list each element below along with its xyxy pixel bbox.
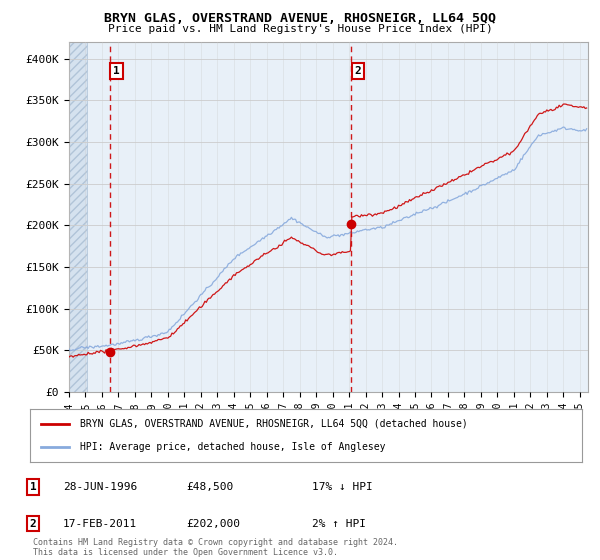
- Text: Contains HM Land Registry data © Crown copyright and database right 2024.
This d: Contains HM Land Registry data © Crown c…: [33, 538, 398, 557]
- Text: BRYN GLAS, OVERSTRAND AVENUE, RHOSNEIGR, LL64 5QQ (detached house): BRYN GLAS, OVERSTRAND AVENUE, RHOSNEIGR,…: [80, 419, 467, 429]
- Text: Price paid vs. HM Land Registry's House Price Index (HPI): Price paid vs. HM Land Registry's House …: [107, 24, 493, 34]
- Text: BRYN GLAS, OVERSTRAND AVENUE, RHOSNEIGR, LL64 5QQ: BRYN GLAS, OVERSTRAND AVENUE, RHOSNEIGR,…: [104, 12, 496, 25]
- Text: 1: 1: [29, 482, 37, 492]
- Text: £202,000: £202,000: [186, 519, 240, 529]
- Text: £48,500: £48,500: [186, 482, 233, 492]
- Text: 2% ↑ HPI: 2% ↑ HPI: [312, 519, 366, 529]
- Text: 1: 1: [113, 66, 120, 76]
- Text: HPI: Average price, detached house, Isle of Anglesey: HPI: Average price, detached house, Isle…: [80, 442, 385, 452]
- Text: 2: 2: [29, 519, 37, 529]
- Bar: [69, 42, 87, 392]
- Text: 17% ↓ HPI: 17% ↓ HPI: [312, 482, 373, 492]
- Text: 17-FEB-2011: 17-FEB-2011: [63, 519, 137, 529]
- Text: 28-JUN-1996: 28-JUN-1996: [63, 482, 137, 492]
- Text: 2: 2: [354, 66, 361, 76]
